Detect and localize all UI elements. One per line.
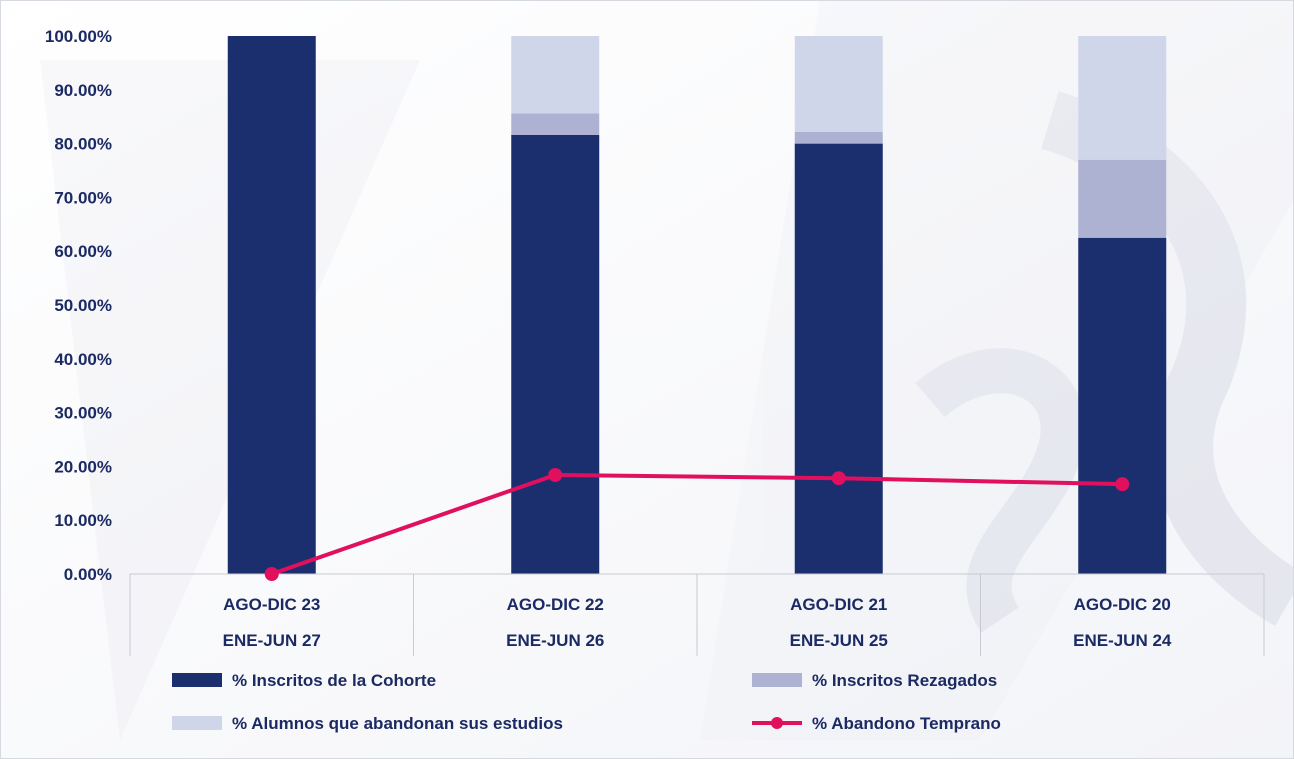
y-tick-label: 50.00% [54,296,112,315]
legend-swatch [752,673,802,687]
line-point [548,468,563,483]
legend: % Inscritos de la Cohorte % Inscritos Rez… [172,671,1001,733]
y-tick-label: 80.00% [54,135,112,154]
bar-segment-2 [794,131,883,144]
legend-swatch-marker [771,717,783,729]
y-axis: 0.00% 10.00% 20.00% 30.00% 40.00% 50.00% 60.00… [45,27,112,584]
bar-segment-3 [1078,36,1167,160]
bar-segment-2 [1078,159,1167,238]
category-label-line2: ENE-JUN 27 [223,631,321,650]
category-label-line1: AGO-DIC 20 [1074,595,1171,614]
line-series [271,473,1123,576]
bar-segment-1 [1078,237,1167,574]
y-tick-label: 20.00% [54,457,112,476]
category-label-line1: AGO-DIC 23 [223,595,320,614]
line-point [264,567,279,581]
line-point [1115,477,1130,492]
y-tick-label: 30.00% [54,404,112,423]
x-axis: AGO-DIC 23 ENE-JUN 27 AGO-DIC 22 ENE-JUN 26… [129,573,1265,656]
bar-segment-1 [511,134,600,574]
y-tick-label: 10.00% [54,511,112,530]
bar-segment-3 [794,36,883,132]
y-tick-label: 90.00% [54,81,112,100]
bar-segment-2 [511,113,600,135]
legend-swatch [172,673,222,687]
y-tick-label: 60.00% [54,242,112,261]
category-label-line2: ENE-JUN 26 [506,631,604,650]
line-point [831,471,846,486]
bar-segment-1 [227,36,316,574]
category-label-line1: AGO-DIC 21 [790,595,887,614]
legend-label: % Alumnos que abandonan sus estudios [232,714,563,733]
category-label-line2: ENE-JUN 24 [1073,631,1172,650]
bars [227,36,1167,574]
category-label-line1: AGO-DIC 22 [507,595,604,614]
y-tick-label: 40.00% [54,350,112,369]
legend-label: % Inscritos Rezagados [812,671,997,690]
bar-segment-1 [794,143,883,574]
legend-swatch [172,716,222,730]
legend-label: % Abandono Temprano [812,714,1001,733]
y-tick-label: 0.00% [64,565,112,584]
legend-label: % Inscritos de la Cohorte [232,671,436,690]
bar-segment-3 [511,36,600,114]
y-tick-label: 70.00% [54,188,112,207]
abandono-line [264,468,1130,581]
y-tick-label: 100.00% [45,27,112,46]
category-label-line2: ENE-JUN 25 [790,631,888,650]
